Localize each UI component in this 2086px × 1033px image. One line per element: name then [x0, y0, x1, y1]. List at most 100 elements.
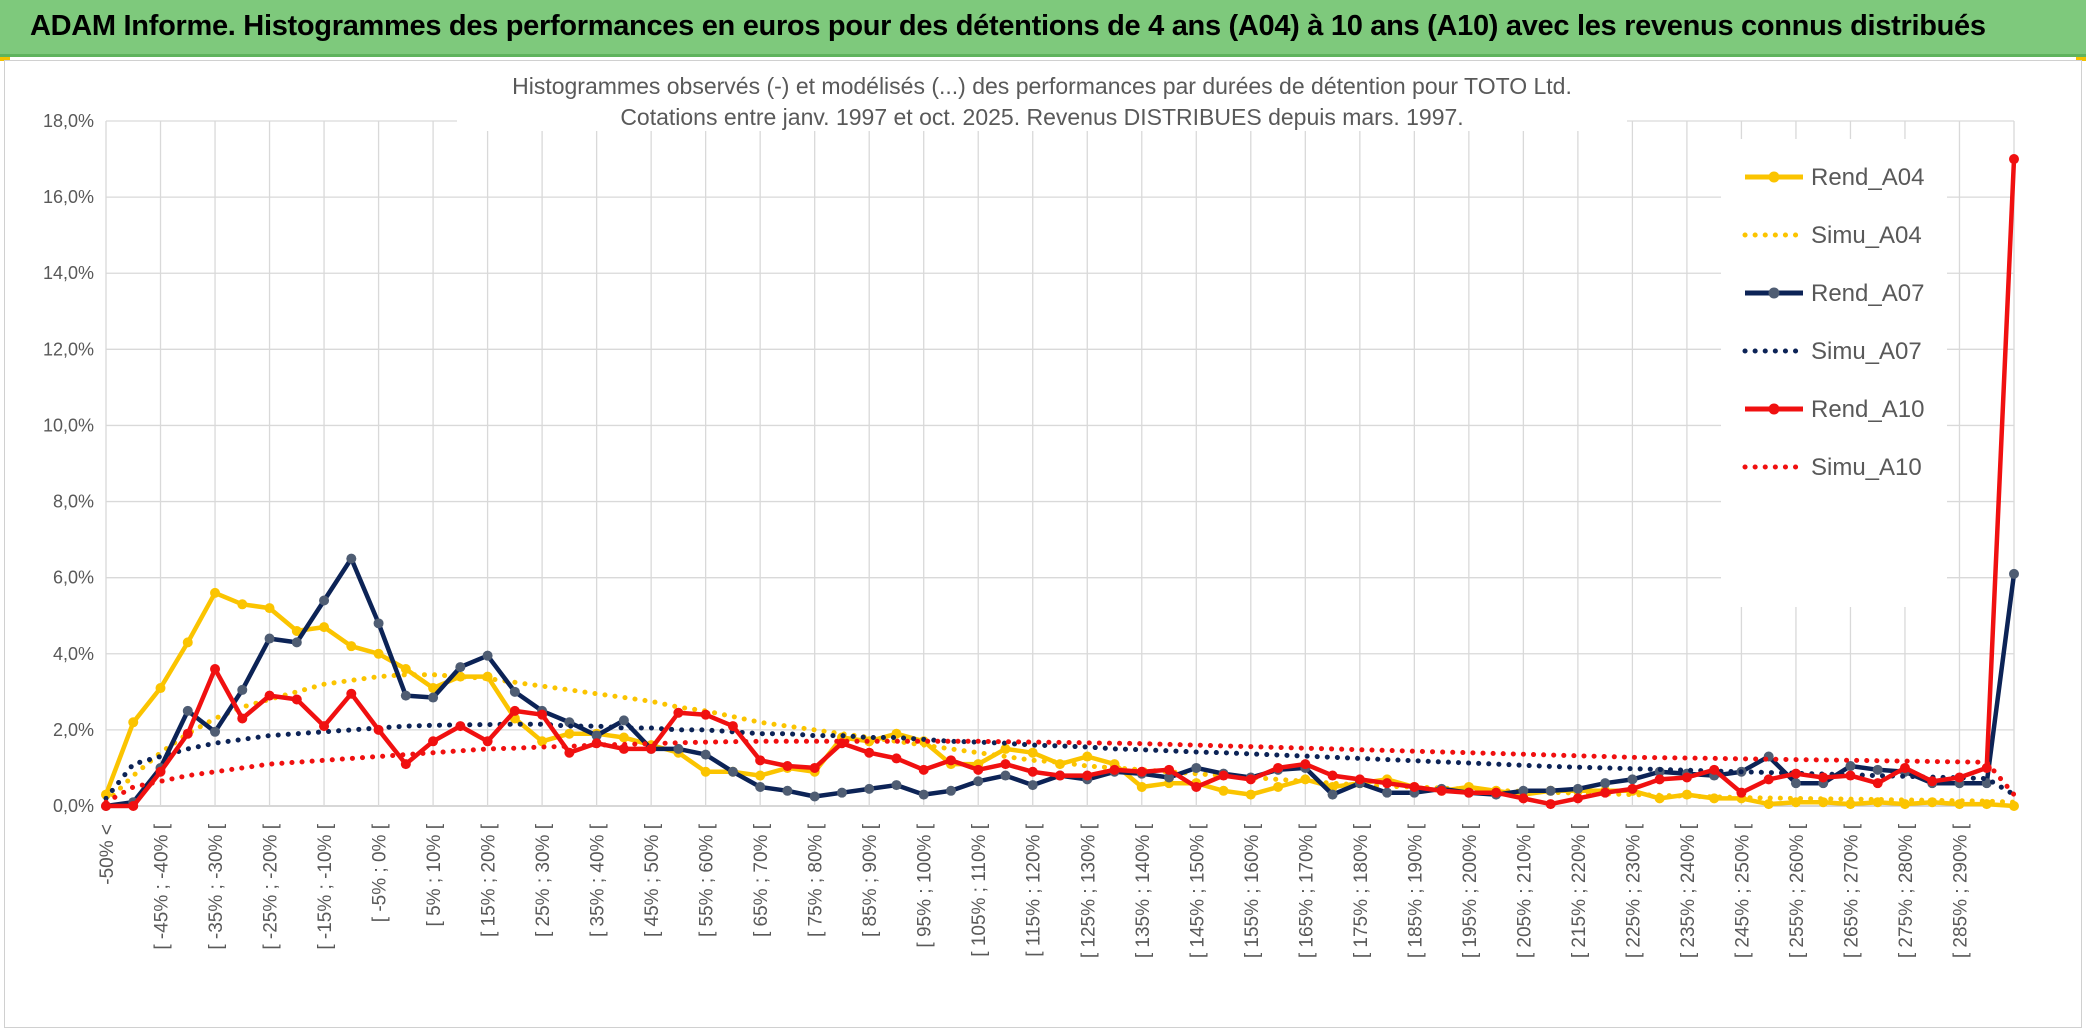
legend-entry-rend-a04: Rend_A04 [1745, 164, 1924, 191]
data-point [1436, 785, 1447, 796]
x-tick-label: [ 235% ; 240% [ [1678, 823, 1699, 958]
x-tick-label: [ 25% ; 30% [ [533, 823, 554, 937]
data-point [182, 637, 193, 648]
x-tick-label: [ 45% ; 50% [ [642, 823, 663, 937]
data-point [1627, 783, 1638, 794]
y-tick-label: 12,0% [43, 339, 94, 359]
data-point [1790, 778, 1801, 789]
data-point [973, 776, 984, 787]
x-tick-label: [ 145% ; 150% [ [1187, 823, 1208, 958]
series-line [103, 672, 2017, 805]
legend-entry-rend-a10: Rend_A10 [1745, 396, 1924, 423]
y-tick-label: 8,0% [53, 492, 94, 512]
data-point [864, 783, 875, 794]
report-banner: ADAM Informe. Histogrammes des performan… [0, 0, 2086, 57]
x-tick-label: [ -15% ; -10% [ [315, 823, 336, 949]
data-point [755, 770, 766, 781]
data-point [1545, 785, 1556, 796]
data-point [809, 791, 820, 802]
legend-label: Rend_A10 [1811, 396, 1924, 423]
data-point [1600, 778, 1611, 789]
data-point [1027, 747, 1038, 758]
data-point [346, 553, 357, 564]
data-point [1463, 787, 1474, 798]
legend-label: Simu_A04 [1811, 222, 1922, 249]
data-point [891, 753, 902, 764]
chart-titles: Histogrammes observés (-) et modélisés (… [457, 63, 1627, 131]
x-tick-label: [ 265% ; 270% [ [1841, 823, 1862, 958]
legend-label: Simu_A07 [1811, 338, 1922, 365]
x-tick-label: [ -25% ; -20% [ [261, 823, 282, 949]
data-point [509, 686, 520, 697]
chart-legend: Rend_A04 Simu_A04 Rend_A07 Simu_A07 Rend_A10… [1721, 139, 1947, 607]
title-backdrop [457, 63, 1627, 131]
x-tick-label: -50% < [97, 824, 118, 885]
data-point [1518, 793, 1529, 804]
data-point [1981, 762, 1992, 773]
x-tick-label: [ 175% ; 180% [ [1351, 823, 1372, 958]
data-point [128, 801, 139, 811]
data-point [400, 664, 411, 674]
data-point [1027, 766, 1038, 777]
data-point [727, 721, 738, 732]
data-point [1818, 772, 1829, 783]
data-point [482, 736, 493, 747]
x-tick-label: [ -35% ; -30% [ [206, 823, 227, 949]
data-point [1191, 762, 1202, 773]
y-tick-label: 10,0% [43, 415, 94, 435]
data-point [155, 683, 166, 694]
x-tick-label: [ 105% ; 110% [ [969, 823, 990, 956]
x-tick-label: [ 95% ; 100% [ [915, 823, 936, 947]
data-point [1164, 764, 1175, 775]
legend-entry-simu-a10: Simu_A10 [1742, 454, 1922, 481]
data-point [1000, 759, 1011, 770]
data-point [918, 764, 929, 775]
data-point [319, 595, 330, 606]
x-tick-label: [ 185% ; 190% [ [1405, 823, 1426, 958]
data-point [1409, 781, 1420, 792]
data-point [1218, 785, 1229, 796]
data-point [237, 684, 248, 695]
y-tick-label: 4,0% [53, 644, 94, 664]
x-tick-label: [ 75% ; 80% [ [806, 823, 827, 937]
data-point [428, 736, 439, 747]
data-point [564, 728, 575, 739]
data-point [428, 692, 439, 703]
y-tick-label: 16,0% [43, 187, 94, 207]
x-tick-label: [ 225% ; 230% [ [1623, 823, 1644, 958]
legend-entry-rend-a07: Rend_A07 [1745, 280, 1924, 307]
data-point [700, 766, 711, 777]
data-point [1000, 743, 1011, 754]
legend-label: Simu_A10 [1811, 454, 1922, 481]
x-tick-label: [ 255% ; 260% [ [1787, 823, 1808, 958]
data-point [428, 683, 439, 694]
data-point [618, 715, 629, 726]
data-point [1845, 770, 1856, 781]
data-point [291, 625, 302, 636]
series-rend-a10 [101, 154, 2019, 811]
data-point [1736, 787, 1747, 798]
data-point [101, 801, 111, 811]
data-point [1082, 770, 1093, 781]
corner-mark-right [2076, 57, 2086, 61]
data-point [1872, 778, 1883, 789]
data-point [1382, 778, 1393, 789]
x-tick-label: [ 165% ; 170% [ [1296, 823, 1317, 958]
legend-entry-simu-a07: Simu_A07 [1742, 338, 1922, 365]
data-point [346, 641, 357, 652]
corner-mark-left [0, 57, 10, 61]
data-point [400, 690, 411, 701]
x-tick-label: [ 35% ; 40% [ [588, 823, 609, 937]
data-point [755, 755, 766, 766]
data-point [673, 743, 684, 754]
x-tick-label: [ 115% ; 120% [ [1024, 823, 1045, 956]
data-point [1000, 770, 1011, 781]
data-point [1164, 772, 1175, 783]
data-point [237, 599, 248, 610]
legend-marker [1768, 171, 1780, 183]
x-tick-label: [ 155% ; 160% [ [1242, 823, 1263, 958]
data-point [1572, 793, 1583, 804]
x-tick-label: [ 135% ; 140% [ [1133, 823, 1154, 958]
data-point [564, 747, 575, 758]
legend-marker [1768, 403, 1780, 415]
